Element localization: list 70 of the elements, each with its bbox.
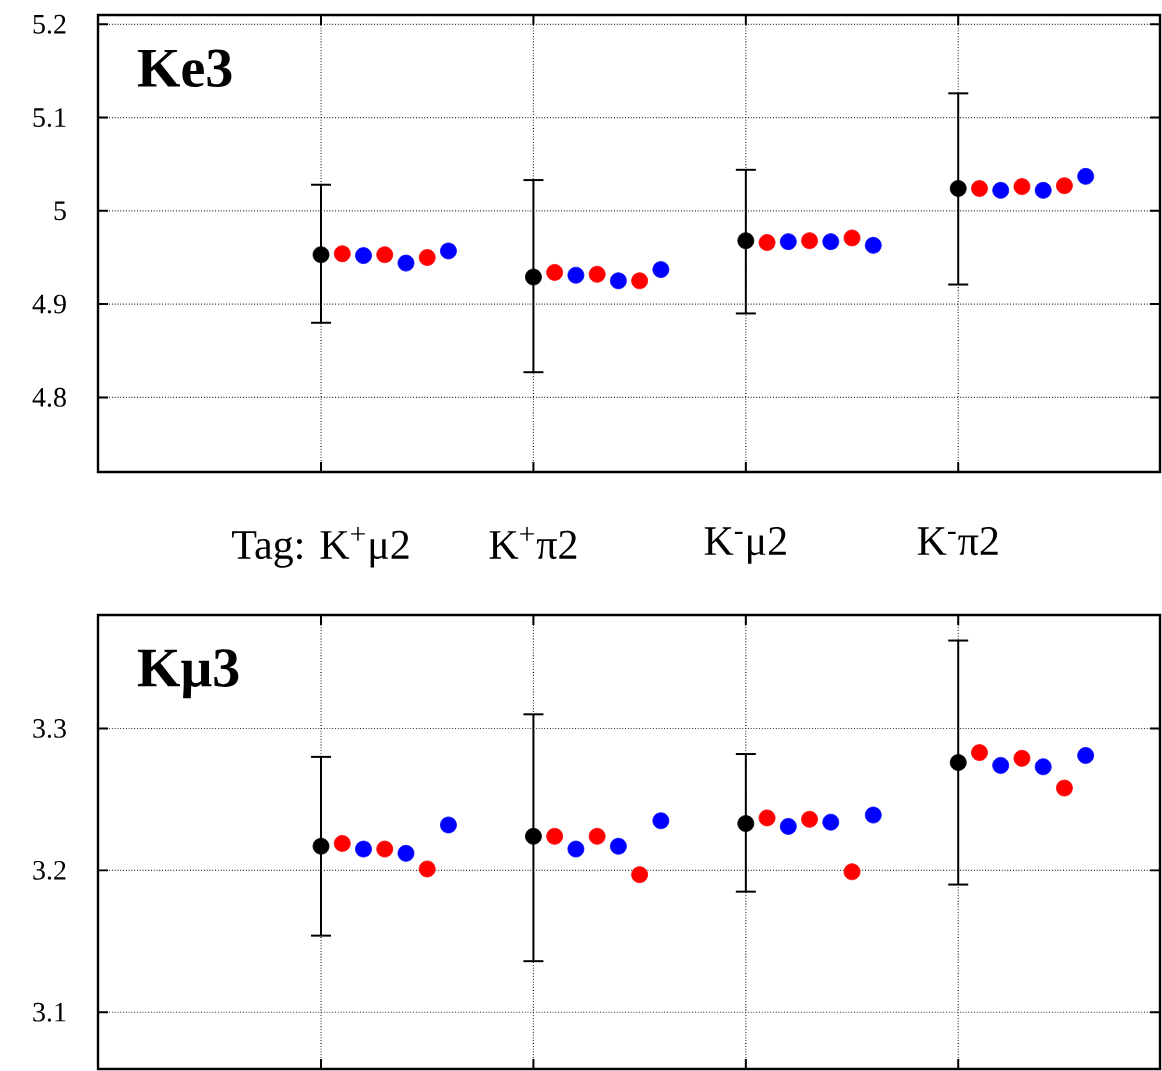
point xyxy=(355,247,372,265)
point xyxy=(397,844,415,862)
point xyxy=(822,813,840,831)
y-tick-label: 3.1 xyxy=(33,1002,66,1022)
point xyxy=(992,756,1010,774)
point xyxy=(652,261,670,279)
point xyxy=(525,268,542,286)
point xyxy=(631,272,649,290)
point xyxy=(567,840,585,858)
point xyxy=(631,866,649,884)
point xyxy=(1056,779,1073,797)
point xyxy=(992,181,1010,199)
chart-title: Ke3 xyxy=(137,49,232,88)
x-tick-label: K$^{-}$π2 xyxy=(917,527,998,556)
point xyxy=(737,815,755,832)
point xyxy=(312,246,330,264)
point xyxy=(333,245,351,263)
point xyxy=(312,837,330,855)
point xyxy=(609,837,627,855)
point xyxy=(843,863,861,881)
point xyxy=(355,840,372,858)
point xyxy=(758,234,776,251)
point xyxy=(376,840,394,858)
point xyxy=(1034,758,1052,776)
point xyxy=(376,246,394,264)
y-tick-label: 5.2 xyxy=(33,14,66,34)
point xyxy=(822,233,840,251)
text: Kμ3 xyxy=(137,649,239,699)
x-tick-label: K$^{+}$π2 xyxy=(489,527,577,560)
y-tick-label: 4.9 xyxy=(32,294,66,314)
point xyxy=(652,812,670,830)
point xyxy=(971,744,988,762)
point xyxy=(843,229,861,247)
point xyxy=(864,236,882,254)
point xyxy=(1056,177,1073,195)
point xyxy=(588,827,606,845)
point xyxy=(418,860,436,878)
point xyxy=(864,806,882,824)
point xyxy=(801,810,818,828)
y-tick-label: 5.1 xyxy=(33,108,66,128)
y-tick-label: 4.8 xyxy=(32,387,66,407)
point xyxy=(418,249,436,266)
point xyxy=(1077,167,1095,185)
point xyxy=(1013,178,1031,196)
point xyxy=(567,266,585,284)
point xyxy=(1034,181,1052,199)
point xyxy=(333,835,351,852)
point xyxy=(609,272,627,290)
y-tick-label: 3.3 xyxy=(33,719,66,738)
y-tick-label: 5 xyxy=(54,201,66,221)
point xyxy=(1077,747,1095,764)
point xyxy=(397,254,415,272)
point xyxy=(801,232,818,250)
x-tick-label: K$^{-}$μ2 xyxy=(704,527,786,564)
point xyxy=(758,809,776,827)
point xyxy=(779,818,797,835)
point xyxy=(588,265,606,283)
point xyxy=(525,827,542,845)
point xyxy=(1013,749,1031,767)
point xyxy=(546,827,564,845)
y-tick-label: 3.2 xyxy=(33,860,66,880)
point xyxy=(440,242,457,260)
point xyxy=(440,816,457,834)
x-tick-label: Tag: K$^{+}$μ2 xyxy=(232,527,409,568)
point xyxy=(737,232,755,250)
point xyxy=(949,180,967,197)
point xyxy=(949,754,967,771)
point xyxy=(971,180,988,197)
point xyxy=(546,264,564,281)
point xyxy=(779,233,797,251)
